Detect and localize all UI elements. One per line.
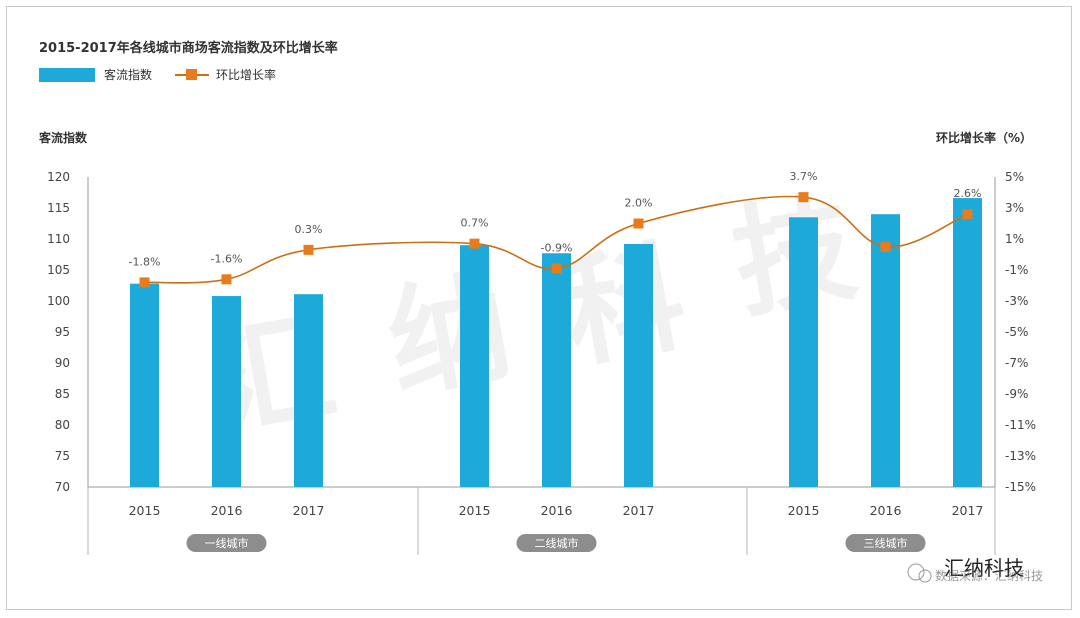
bar [871,214,900,487]
legend-line-label: 环比增长率 [216,67,276,82]
left-tick-label: 80 [55,418,70,432]
left-tick-label: 70 [55,480,70,494]
left-tick-label: 75 [55,449,70,463]
x-tick-label: 2017 [623,503,655,518]
legend: 客流指数 环比增长率 [39,67,276,82]
growth-data-label: 3.7% [790,170,818,183]
growth-data-label: 0.3% [295,223,323,236]
bar [212,296,241,487]
x-tick-label: 2016 [870,503,902,518]
left-tick-label: 110 [47,232,70,246]
growth-data-label: 0.7% [461,217,489,230]
group-pill [186,534,267,552]
legend-bar-swatch [39,68,95,82]
chart-title: 2015-2017年各线城市商场客流指数及环比增长率 [39,40,338,56]
growth-data-label: -1.8% [129,255,161,268]
right-tick-label: -11% [1005,418,1036,432]
group-label: 二线城市 [535,536,579,550]
axes: 70 75 80 85 90 95 100 105 110 115 120 -15% -13% -11% -… [47,170,1036,555]
left-tick-label: 120 [47,170,70,184]
bar [542,253,571,487]
chart-frame: 汇纳科技汇纳科技数据来源：汇纳科技 2015-2017年各线城市商场客流指数及环… [6,6,1072,610]
x-tick-label: 2017 [952,503,984,518]
x-tick-label: 2015 [788,503,820,518]
x-tick-label: 2016 [541,503,573,518]
growth-marker [303,244,314,255]
right-tick-label: 1% [1005,232,1024,246]
x-tick-label: 2016 [211,503,243,518]
bar [294,294,323,487]
right-tick-label: -1% [1005,263,1028,277]
growth-data-label: -0.9% [541,241,573,254]
right-axis-title: 环比增长率（%） [936,130,1032,145]
bar [789,217,818,488]
watermark: 汇纳科技汇纳科技数据来源：汇纳科技 [203,178,1043,583]
right-tick-label: -5% [1005,325,1028,339]
group-pill [845,534,926,552]
left-tick-label: 105 [47,263,70,277]
right-tick-label: 5% [1005,170,1024,184]
bar [130,283,159,487]
growth-marker [469,238,480,249]
bar [460,245,489,487]
right-tick-label: -13% [1005,449,1036,463]
group-label: 三线城市 [864,536,908,550]
logo-text: 汇纳科技 [944,556,1024,580]
growth-marker [551,263,562,274]
growth-data-label: 2.6% [954,187,982,200]
x-tick-label: 2015 [129,503,161,518]
x-tick-label: 2015 [459,503,491,518]
legend-marker-swatch [186,69,197,80]
right-tick-label: -9% [1005,387,1028,401]
legend-bar-label: 客流指数 [104,67,152,82]
bars [130,198,982,488]
left-tick-label: 90 [55,356,70,370]
x-tick-label: 2017 [293,503,325,518]
growth-marker [962,209,973,220]
right-tick-label: -7% [1005,356,1028,370]
logo-subtext: 数据来源：汇纳科技 [935,568,1043,583]
labels: 2015 2016 2017 一线城市 2015 2016 2017 二线城市 2015 2016… [129,170,984,552]
growth-data-label: -1.6% [211,252,243,265]
bar [624,243,653,487]
wechat-icon [907,563,925,581]
growth-marker [633,218,644,229]
growth-marker [139,277,150,288]
left-tick-label: 85 [55,387,70,401]
growth-marker [798,192,809,203]
group-label: 一线城市 [205,536,249,550]
left-tick-label: 100 [47,294,70,308]
chart-svg: 汇纳科技汇纳科技数据来源：汇纳科技 2015-2017年各线城市商场客流指数及环… [38,40,1043,583]
growth-data-label: 2.0% [625,197,653,210]
right-tick-label: -3% [1005,294,1028,308]
growth-marker [221,274,232,285]
group-pill [516,534,597,552]
right-tick-label: 3% [1005,201,1024,215]
growth-marker [880,241,891,252]
bar [953,198,982,487]
growth-line [139,192,973,288]
left-tick-label: 115 [47,201,70,215]
right-tick-label: -15% [1005,480,1036,494]
left-axis-title: 客流指数 [38,130,88,145]
wechat-icon [918,569,932,583]
watermark-char: 纳 [378,258,520,416]
left-tick-label: 95 [55,325,70,339]
